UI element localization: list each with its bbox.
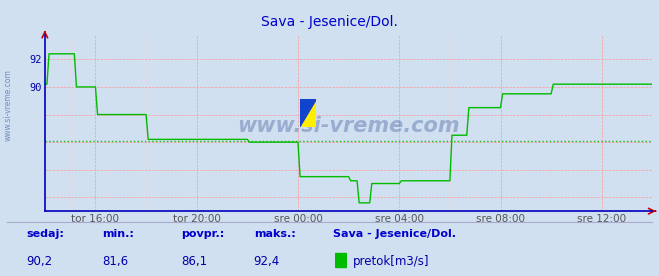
- Text: 92,4: 92,4: [254, 255, 280, 268]
- Text: maks.:: maks.:: [254, 229, 295, 239]
- Text: Sava - Jesenice/Dol.: Sava - Jesenice/Dol.: [333, 229, 456, 239]
- Polygon shape: [300, 99, 316, 127]
- Text: www.si-vreme.com: www.si-vreme.com: [237, 116, 460, 136]
- Text: 86,1: 86,1: [181, 255, 208, 268]
- Polygon shape: [300, 99, 316, 127]
- Text: Sava - Jesenice/Dol.: Sava - Jesenice/Dol.: [261, 15, 398, 29]
- Text: pretok[m3/s]: pretok[m3/s]: [353, 255, 430, 268]
- Bar: [335, 253, 346, 267]
- Text: 81,6: 81,6: [102, 255, 129, 268]
- Text: www.si-vreme.com: www.si-vreme.com: [3, 69, 13, 141]
- Text: min.:: min.:: [102, 229, 134, 239]
- Text: povpr.:: povpr.:: [181, 229, 225, 239]
- Text: 90,2: 90,2: [26, 255, 53, 268]
- Text: sedaj:: sedaj:: [26, 229, 64, 239]
